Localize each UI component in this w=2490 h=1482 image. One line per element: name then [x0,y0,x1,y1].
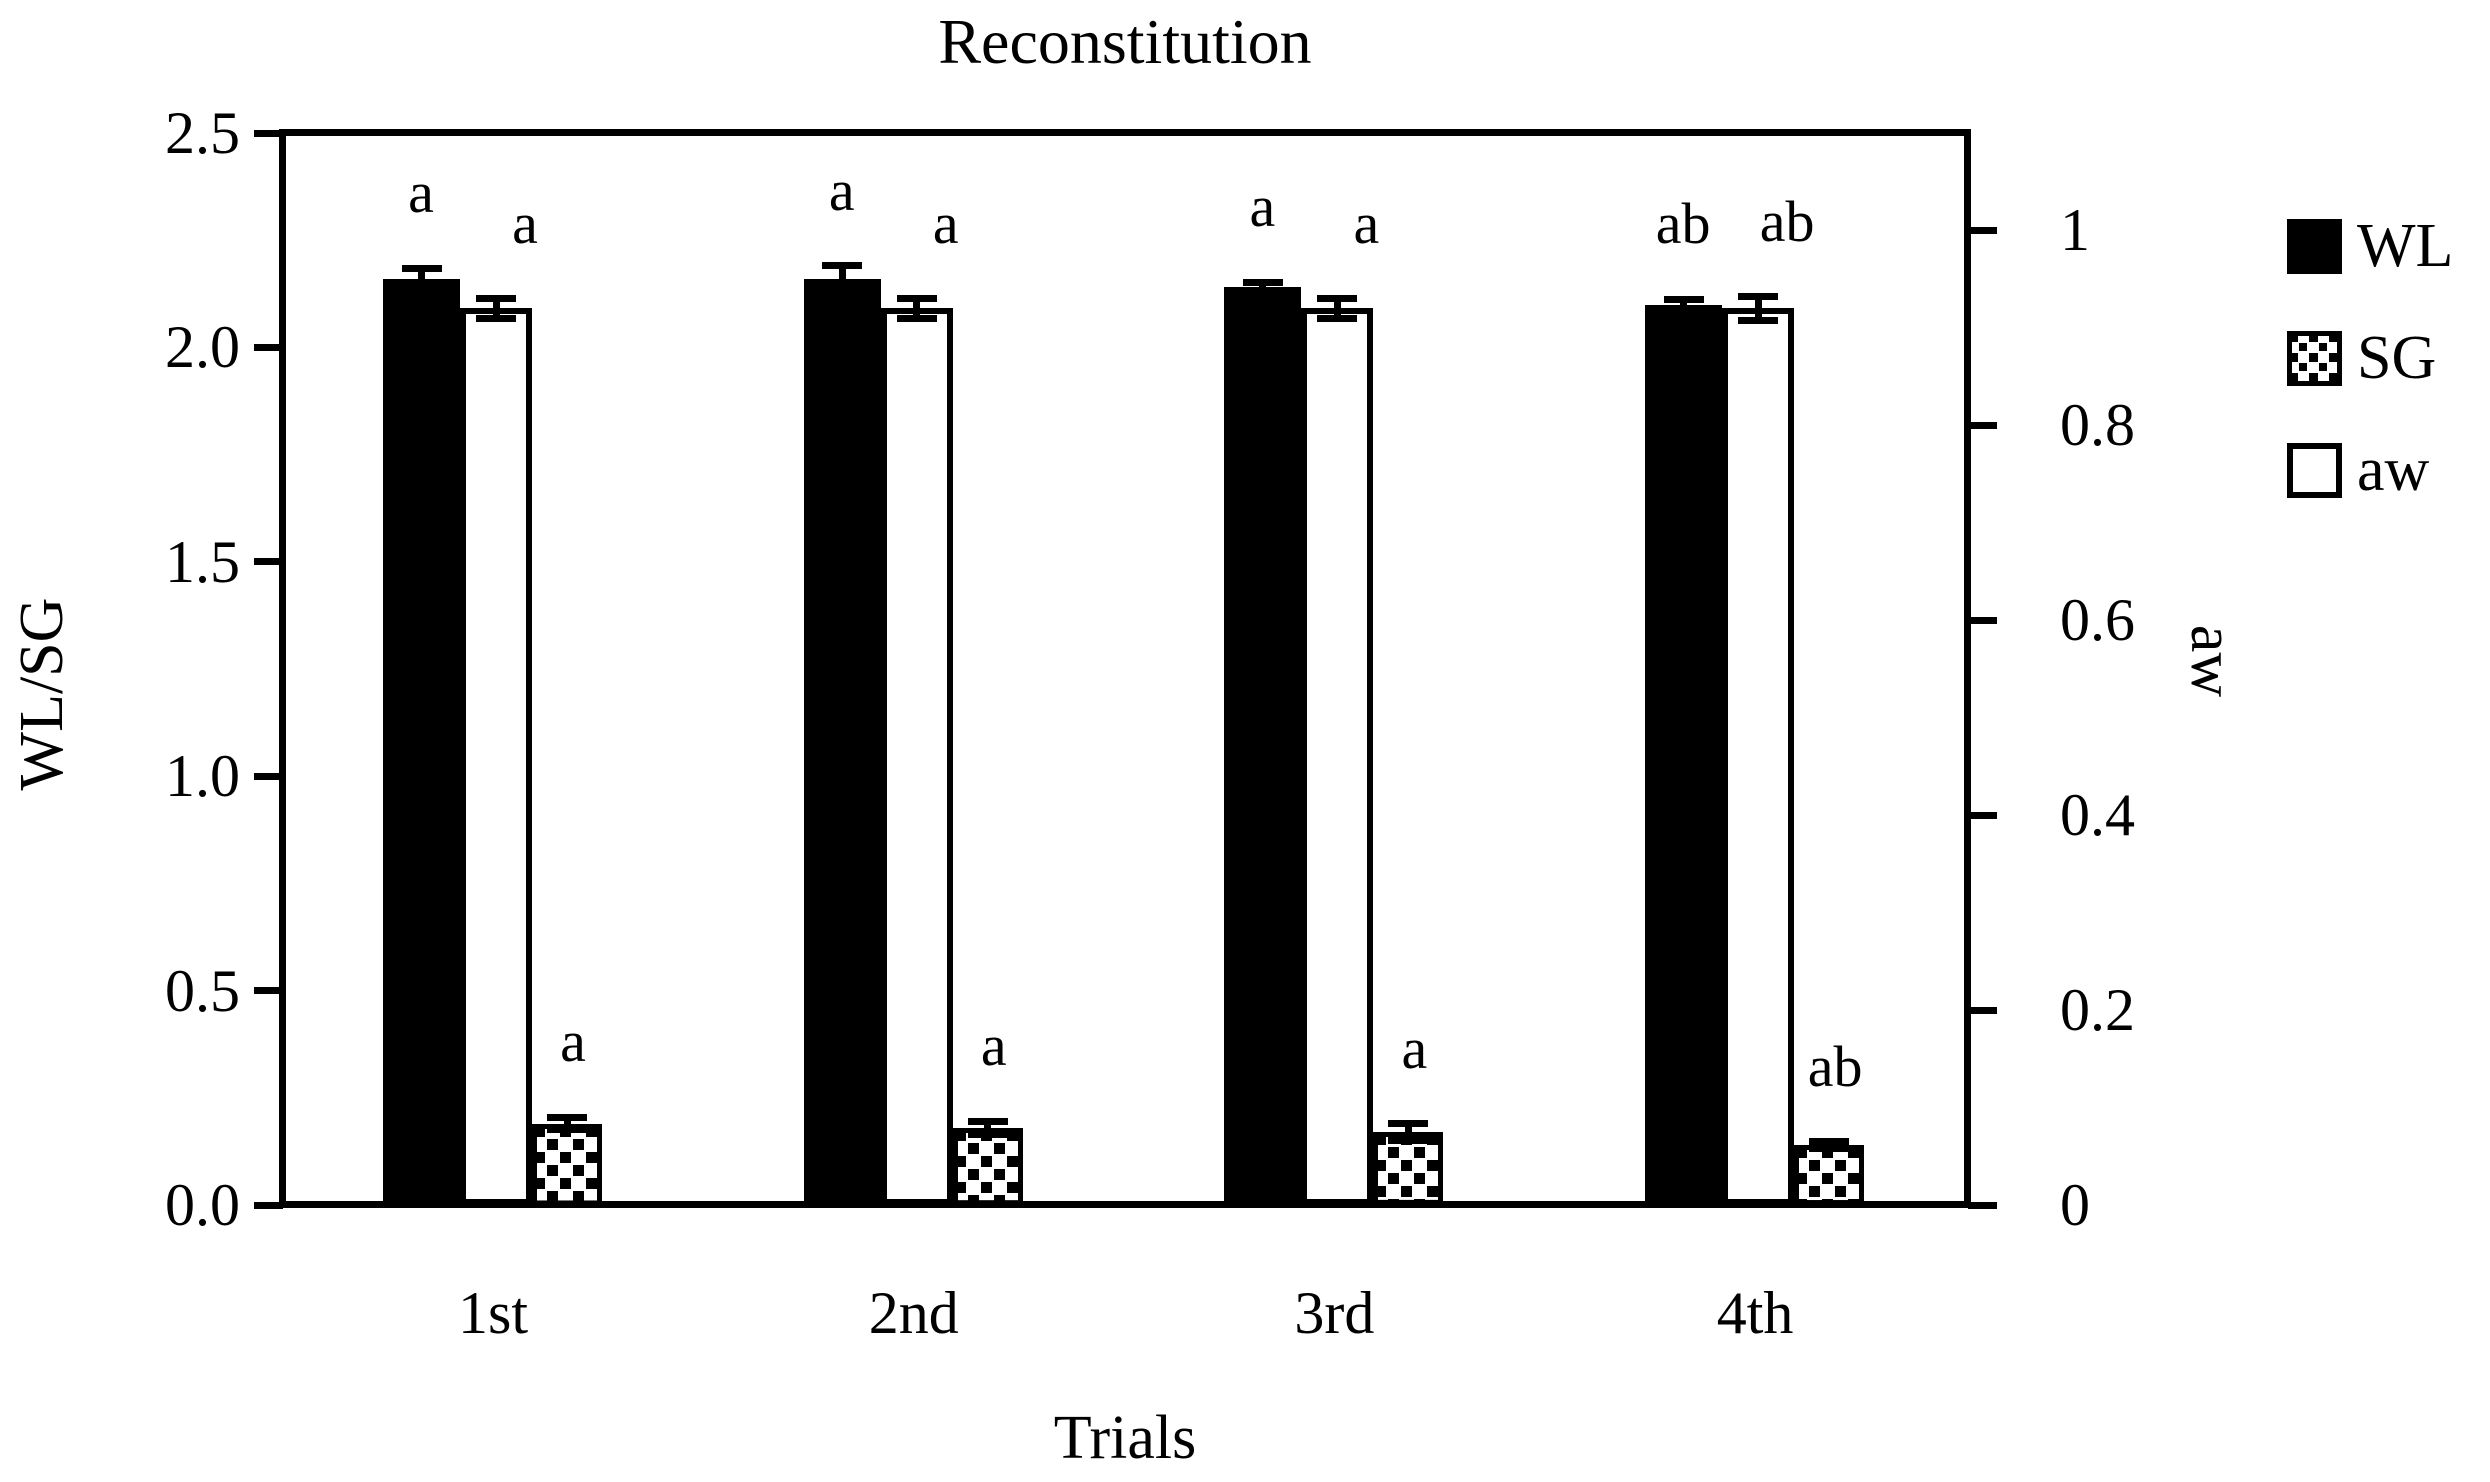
left-axis-tick-label: 0.0 [165,1172,240,1238]
error-bar-cap-top [476,295,516,303]
bar-aw-1st [460,308,532,1205]
legend-swatch-wl [2287,219,2342,274]
error-bar-cap-top [401,264,442,272]
sig-letter: a [512,190,538,256]
error-bar-cap-bottom [822,288,863,296]
error-bar-cap-top [896,295,937,303]
right-axis-tick [1968,226,1997,234]
error-bar-line [563,1117,571,1130]
error-bar-cap-bottom [1663,306,1704,314]
bar-aw-4th [1722,308,1795,1205]
bar-wl-2nd [803,278,881,1205]
error-bar-cap-top [1738,293,1779,301]
bar-sg-4th [1794,1144,1865,1205]
bar-wl-3rd [1224,287,1302,1205]
bar-aw-3rd [1301,308,1374,1205]
left-axis-tick-label: 2.0 [165,314,240,381]
sig-letter: a [1249,174,1276,240]
error-bar-cap-bottom [896,314,937,322]
error-bar-cap-bottom [1317,314,1358,322]
error-bar-line [984,1121,992,1135]
error-bar-line [1333,298,1341,319]
error-bar-cap-top [967,1117,1008,1125]
error-bar-line [1259,282,1267,293]
right-axis-tick-label: 0.4 [2060,782,2135,849]
legend-swatch-sg [2287,331,2342,386]
error-bar-cap-top [822,262,863,270]
sig-letter: a [828,157,855,223]
bar-sg-3rd [1373,1132,1444,1205]
x-category-label: 1st [457,1280,529,1346]
legend-label-aw: aw [2357,436,2430,504]
left-axis-tick [254,772,283,780]
error-bar-line [1680,299,1688,310]
right-axis-tick [1968,811,1997,819]
x-category-label: 4th [1716,1280,1794,1346]
sig-letter: ab [1759,188,1815,254]
sig-letter: ab [1807,1033,1863,1099]
left-axis-tick-label: 2.5 [165,100,240,166]
left-axis-tick-label: 0.5 [165,957,240,1024]
left-axis-tick [254,343,283,351]
error-bar-line [1404,1123,1412,1141]
error-bar-cap-top [1388,1120,1429,1128]
error-bar-cap-bottom [967,1130,1008,1138]
legend-label-WL: WL [2357,212,2454,280]
sig-letter: a [408,160,434,226]
left-axis-tick-label: 1.0 [165,743,240,810]
x-category-label: 3rd [1294,1280,1375,1346]
error-bar-cap-top [1242,278,1283,286]
bar-aw-2nd [880,308,953,1205]
bar-sg-2nd [952,1127,1023,1205]
left-axis-tick [254,1201,283,1209]
sig-letter: a [1353,190,1380,256]
right-axis-tick [1968,616,1997,624]
error-bar-line [492,298,500,319]
right-axis-tick-label: 1 [2060,197,2090,264]
error-bar-line [838,265,846,292]
legend-label-SG: SG [2357,324,2437,392]
error-bar-cap-top [1317,295,1358,303]
error-bar-line [418,268,425,290]
right-axis-tick-label: 0 [2060,1172,2090,1238]
chart-title: Reconstitution [938,6,1312,77]
sig-letter: a [980,1013,1007,1079]
right-axis-tick [1968,1201,1997,1209]
sig-letter: a [560,1009,586,1075]
left-axis-tick-label: 1.5 [165,528,240,595]
x-axis-title: Trials [1053,1404,1197,1472]
left-axis-tick [254,558,283,566]
error-bar-cap-bottom [547,1126,587,1134]
error-bar-cap-bottom [401,286,442,293]
bar-wl-1st [383,278,460,1205]
error-bar-cap-top [1663,295,1704,303]
x-category-label: 2nd [868,1280,959,1346]
right-axis-tick [1968,1006,1997,1014]
error-bar-line [913,298,921,319]
bar-wl-4th [1645,304,1723,1205]
right-axis-tick [1968,421,1997,429]
error-bar-cap-bottom [1388,1137,1429,1145]
error-bar-line [1754,296,1762,321]
sig-letter: a [932,190,959,256]
right-axis-tick-label: 0.2 [2060,977,2135,1044]
sig-letter: ab [1655,191,1711,257]
error-bar-cap-bottom [1242,289,1283,296]
left-axis-tick [254,987,283,995]
error-bar-cap-top [547,1113,587,1121]
left-axis-tick [254,129,283,137]
error-bar-cap-top [1809,1138,1850,1146]
sig-letter: a [1401,1015,1428,1081]
right-axis-tick-label: 0.6 [2060,587,2135,654]
legend-swatch-aw [2287,443,2342,498]
bar-sg-1st [532,1123,602,1205]
error-bar-cap-bottom [1809,1144,1850,1152]
error-bar-cap-bottom [476,314,516,322]
error-bar-cap-bottom [1738,316,1779,324]
right-axis-tick-label: 0.8 [2060,392,2135,459]
